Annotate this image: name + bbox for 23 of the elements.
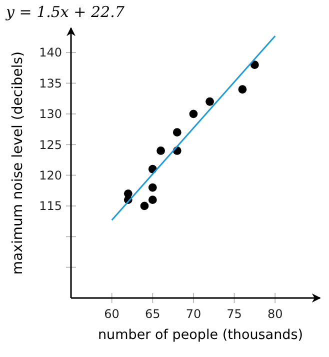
x-axis-title: number of people (thousands) xyxy=(98,327,303,343)
x-tick-label: 75 xyxy=(226,307,242,321)
chart-title: y = 1.5x + 22.7 xyxy=(5,3,125,21)
y-tick-label: 120 xyxy=(39,168,62,182)
x-tick-label: 65 xyxy=(145,307,160,321)
point xyxy=(238,85,247,94)
point xyxy=(140,202,149,210)
x-tick-label: 70 xyxy=(186,307,202,321)
y-tick-label: 130 xyxy=(39,107,62,122)
point xyxy=(189,110,198,118)
point xyxy=(148,196,157,204)
y-tick-label: 135 xyxy=(39,76,62,90)
point xyxy=(250,60,259,70)
y-axis-title: maximum noise level (decibels) xyxy=(10,51,26,275)
y-tick-label: 140 xyxy=(39,46,62,60)
point xyxy=(206,97,214,106)
point xyxy=(148,183,157,192)
y-tick-label: 125 xyxy=(39,138,62,152)
y-tick-label: 115 xyxy=(39,199,62,214)
x-tick-label: 80 xyxy=(267,307,283,321)
point xyxy=(172,128,182,137)
x-tick-label: 60 xyxy=(104,307,120,321)
point xyxy=(156,146,166,155)
